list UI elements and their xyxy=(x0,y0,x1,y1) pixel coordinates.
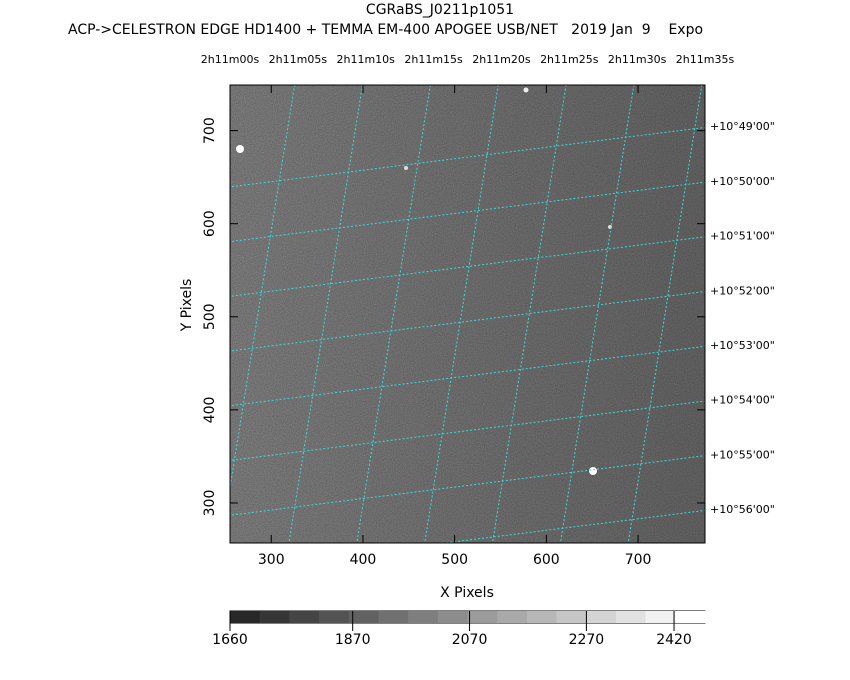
colorbar-segment xyxy=(645,611,676,623)
colorbar-tick-label: 2420 xyxy=(656,632,692,648)
dec-grid-line xyxy=(230,126,705,188)
ra-tick-label: 2h11m35s xyxy=(676,53,735,66)
colorbar-tick-label: 2070 xyxy=(452,632,488,648)
chart-subtitle: ACP->CELESTRON EDGE HD1400 + TEMMA EM-40… xyxy=(68,22,703,38)
star xyxy=(236,145,244,153)
ra-tick-label: 2h11m30s xyxy=(608,53,667,66)
dec-tick-label: +10°56'00" xyxy=(710,503,775,516)
colorbar-segment xyxy=(230,611,261,623)
colorbar-segment xyxy=(378,611,409,623)
y-tick-label: 400 xyxy=(202,397,218,424)
y-axis-label: Y Pixels xyxy=(179,279,195,333)
star xyxy=(589,467,597,475)
dec-grid-line xyxy=(230,400,705,461)
dec-grid-line xyxy=(230,455,705,516)
dec-grid-line xyxy=(230,181,705,243)
ra-grid-line xyxy=(356,85,431,543)
colorbar-segment xyxy=(615,611,647,623)
x-tick-label: 400 xyxy=(350,552,377,568)
x-tick-label: 600 xyxy=(533,552,560,568)
colorbar-segment xyxy=(556,611,587,623)
ra-tick-label: 2h11m05s xyxy=(269,53,328,66)
dec-grid-line xyxy=(230,291,705,352)
dec-grid-line xyxy=(230,345,705,407)
colorbar-tick-label: 1660 xyxy=(212,632,248,648)
colorbar-segment xyxy=(526,611,558,623)
dec-tick-label: +10°52'00" xyxy=(710,284,775,297)
colorbar-segment xyxy=(437,611,468,623)
colorbar-segment xyxy=(467,611,498,623)
colorbar-segment xyxy=(675,611,706,623)
colorbar-segment xyxy=(259,611,290,623)
x-tick-label: 500 xyxy=(441,552,468,568)
ra-tick-label: 2h11m25s xyxy=(540,53,599,66)
x-axis-label: X Pixels xyxy=(440,585,494,601)
dec-tick-label: +10°53'00" xyxy=(710,339,775,352)
ra-tick-label: 2h11m10s xyxy=(337,53,396,66)
dec-tick-label: +10°55'00" xyxy=(710,448,775,461)
dec-tick-label: +10°50'00" xyxy=(710,175,775,188)
colorbar-segment xyxy=(408,611,439,623)
colorbar-segment xyxy=(586,611,617,623)
star xyxy=(523,87,529,93)
ra-grid-line xyxy=(424,85,499,543)
plot-frame xyxy=(229,84,706,544)
y-tick-label: 500 xyxy=(202,303,218,330)
ra-tick-label: 2h11m20s xyxy=(472,53,531,66)
x-tick-label: 700 xyxy=(625,552,652,568)
ra-tick-label: 2h11m00s xyxy=(201,53,260,66)
colorbar-segment xyxy=(319,611,350,623)
ra-grid-line xyxy=(491,85,567,543)
dec-grid-line xyxy=(230,236,705,297)
ra-grid-line xyxy=(627,85,703,543)
chart-title: CGRaBS_J0211p1051 xyxy=(366,2,514,18)
x-tick-label: 300 xyxy=(258,552,285,568)
dec-tick-label: +10°49'00" xyxy=(710,120,775,133)
image-noise xyxy=(230,85,705,543)
dec-tick-label: +10°51'00" xyxy=(710,230,775,243)
colorbar-segment xyxy=(289,611,320,623)
ra-grid-line xyxy=(230,85,296,491)
y-tick-label: 600 xyxy=(202,210,218,237)
ra-grid-line xyxy=(288,85,364,543)
ra-grid-line xyxy=(559,85,635,543)
colorbar-segment xyxy=(497,611,528,623)
colorbar-tick-label: 1870 xyxy=(335,632,371,648)
image xyxy=(230,85,705,543)
ra-tick-label: 2h11m15s xyxy=(404,53,463,66)
y-tick-label: 700 xyxy=(202,117,218,144)
colorbar-segment xyxy=(348,611,379,623)
coordinate-grid xyxy=(230,85,705,543)
dec-grid-line xyxy=(440,509,705,543)
star xyxy=(404,166,408,170)
colorbar-tick-label: 2270 xyxy=(569,632,605,648)
dec-tick-label: +10°54'00" xyxy=(710,394,775,407)
y-tick-label: 300 xyxy=(202,490,218,517)
